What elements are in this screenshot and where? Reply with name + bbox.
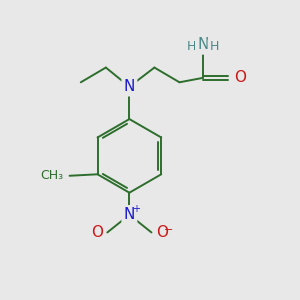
Text: +: + (132, 205, 140, 214)
Text: H: H (209, 40, 219, 53)
Text: O: O (91, 225, 103, 240)
Text: CH₃: CH₃ (40, 169, 64, 182)
Text: H: H (187, 40, 196, 53)
Text: −: − (164, 224, 173, 235)
Text: N: N (124, 207, 135, 222)
Text: N: N (197, 38, 209, 52)
Text: O: O (156, 225, 168, 240)
Text: N: N (124, 79, 135, 94)
Text: O: O (234, 70, 246, 86)
